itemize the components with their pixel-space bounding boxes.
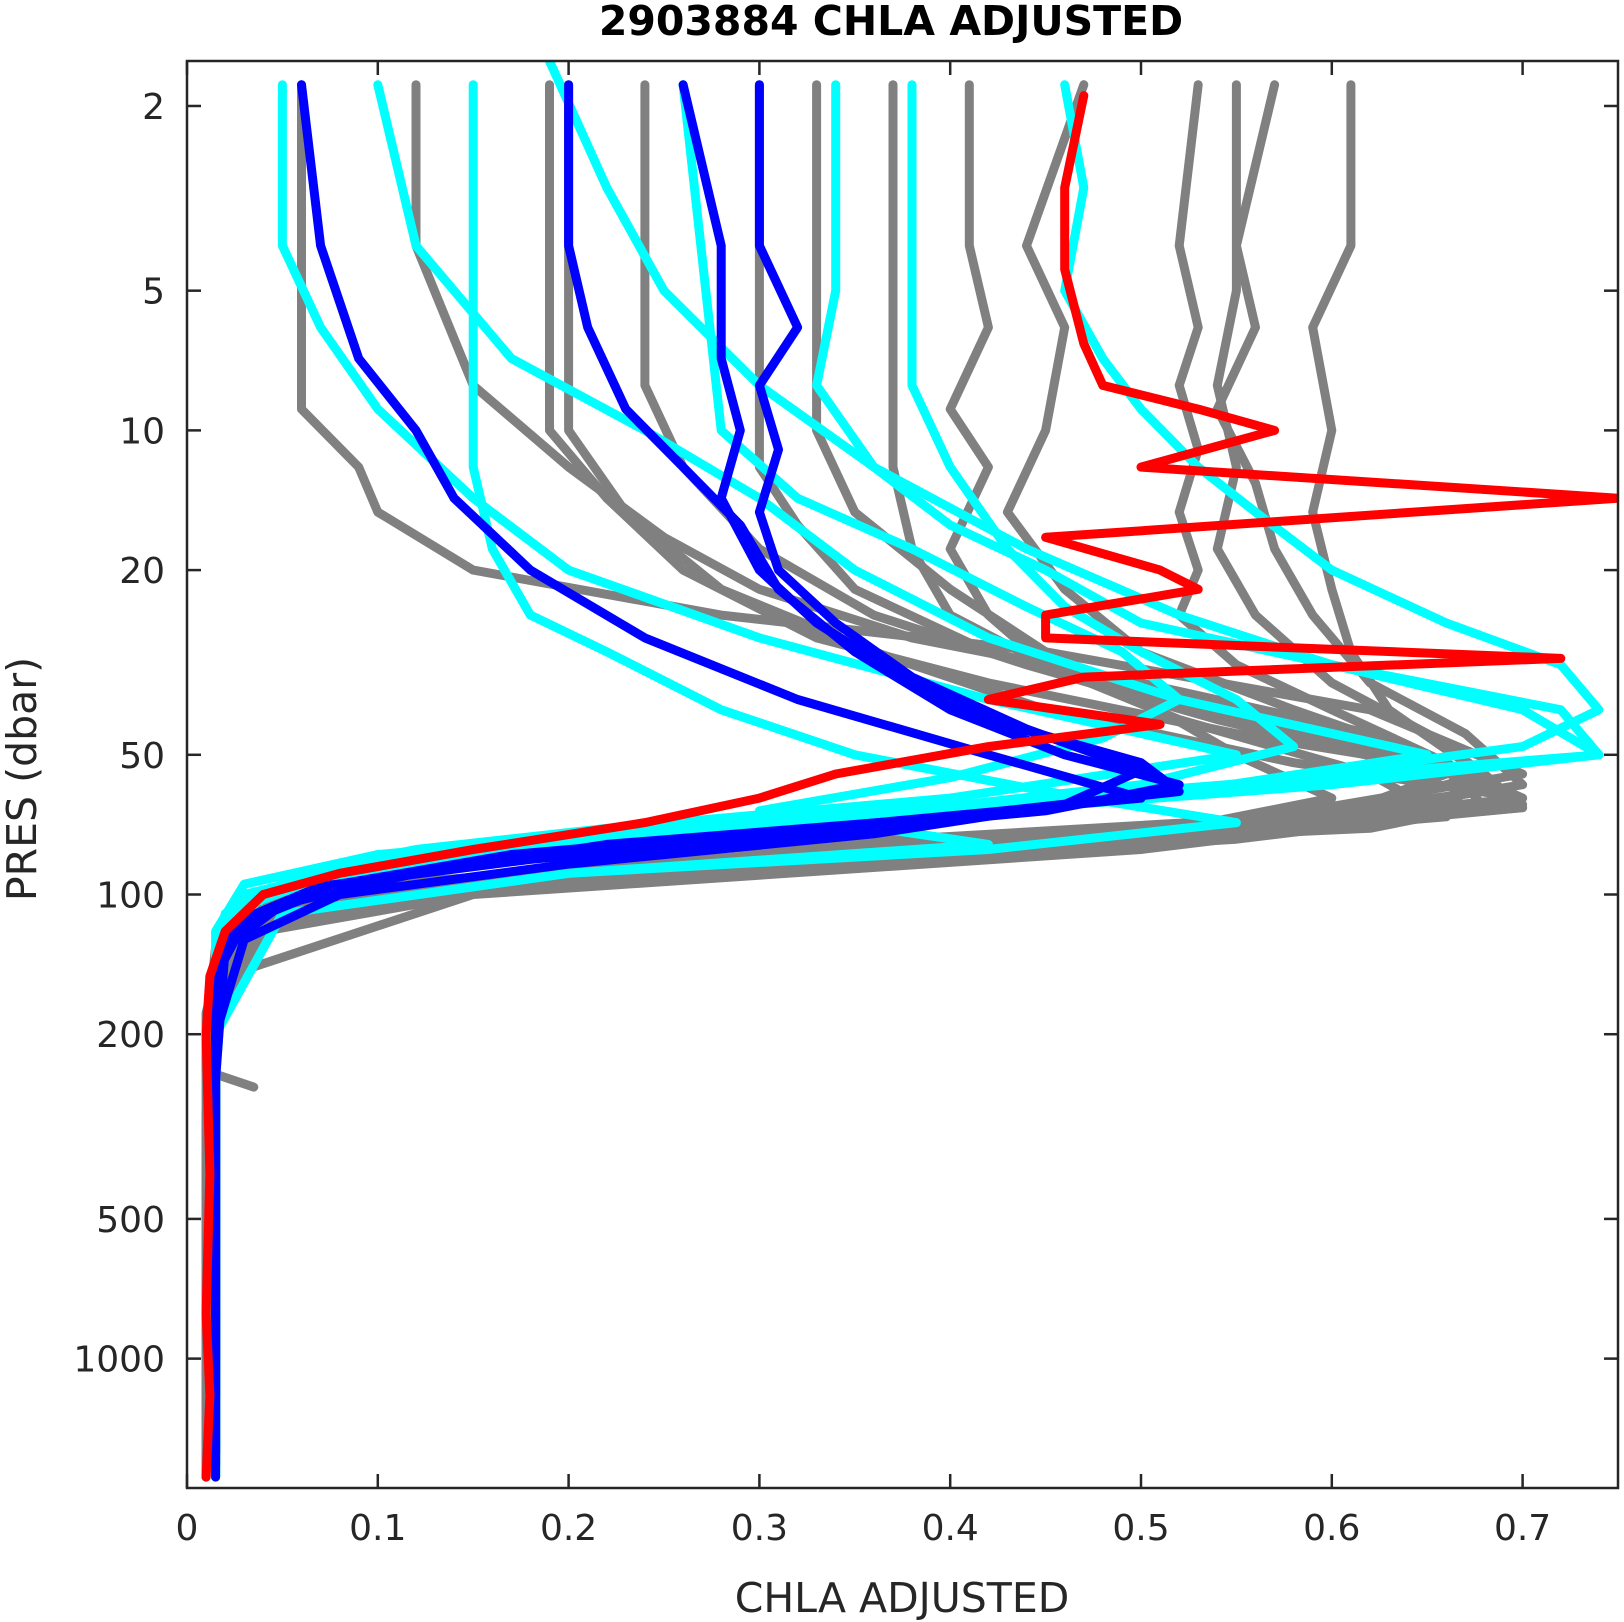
x-axis: 0 0.1 0.2 0.3 0.4 0.5 0.6 0.7 (176, 61, 1551, 1549)
x-axis-label: CHLA ADJUSTED (735, 1574, 1070, 1622)
y-axis: 2 5 10 20 50 100 200 500 1000 (73, 87, 1618, 1381)
y-axis-label: PRES (dbar) (0, 657, 46, 901)
x-tick-label: 0.6 (1303, 1508, 1360, 1549)
profile-line-blue-24 (211, 80, 1184, 1471)
profile-line-cyan-18 (211, 80, 1604, 1458)
plot-frame (185, 59, 1620, 1490)
y-tick-label: 5 (142, 272, 165, 313)
x-tick-label: 0.5 (1112, 1508, 1169, 1549)
y-tick-label: 200 (96, 1015, 165, 1056)
series-layer (201, 61, 1618, 1482)
x-tick-label: 0.1 (349, 1508, 406, 1549)
x-tick-label: 0.4 (922, 1508, 979, 1549)
x-tick-label: 0.3 (731, 1508, 788, 1549)
y-tick-label: 100 (96, 876, 165, 917)
x-tick-label: 0.7 (1494, 1508, 1551, 1549)
y-tick-label: 1000 (73, 1340, 165, 1381)
chart-title: 2903884 CHLA ADJUSTED (599, 0, 1183, 45)
profile-line-gray-12 (201, 80, 1528, 1364)
y-tick-label: 500 (96, 1200, 165, 1241)
y-tick-label: 20 (119, 551, 165, 592)
y-tick-label: 10 (119, 411, 165, 452)
profile-line-red-26 (201, 91, 1618, 1482)
y-tick-label: 2 (142, 87, 165, 128)
y-tick-label: 50 (119, 736, 165, 777)
profile-line-gray-9 (201, 80, 1489, 1364)
x-tick-label: 0.2 (540, 1508, 597, 1549)
profile-line-blue-25 (211, 80, 1146, 1458)
profile-line-cyan-21 (211, 80, 1184, 1482)
x-tick-label: 0 (176, 1508, 199, 1549)
